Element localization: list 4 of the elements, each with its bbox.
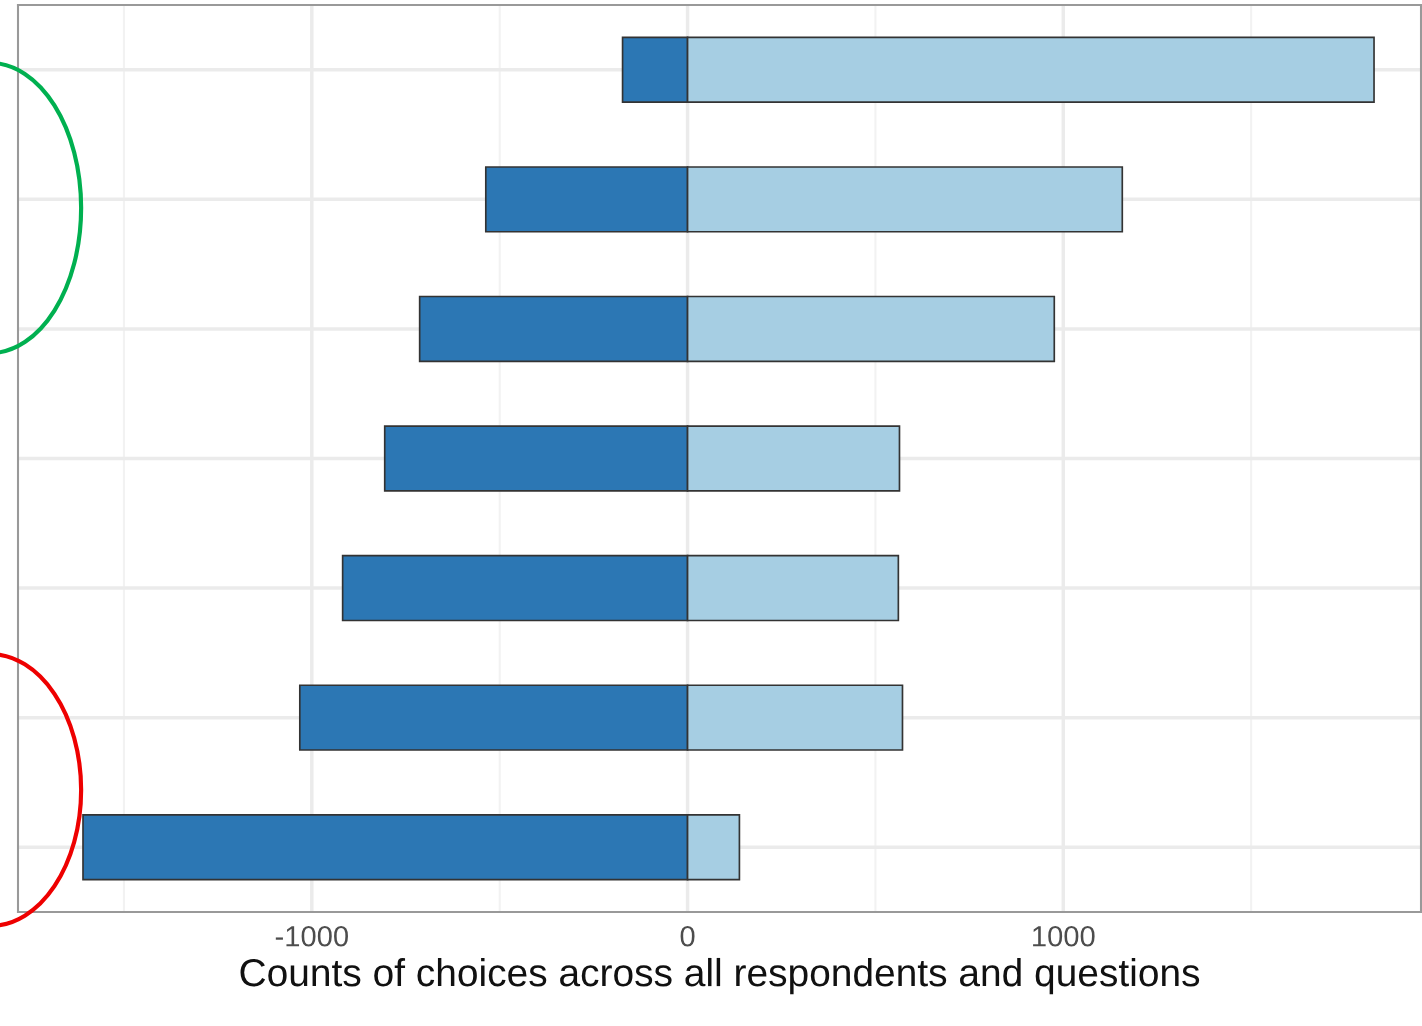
- x-tick-label: 0: [680, 925, 695, 947]
- x-axis-title: Counts of choices across all respondents and questions: [240, 957, 1200, 995]
- x-tick-label: 1000: [1033, 925, 1095, 947]
- x-tick-label: -1000: [275, 925, 348, 947]
